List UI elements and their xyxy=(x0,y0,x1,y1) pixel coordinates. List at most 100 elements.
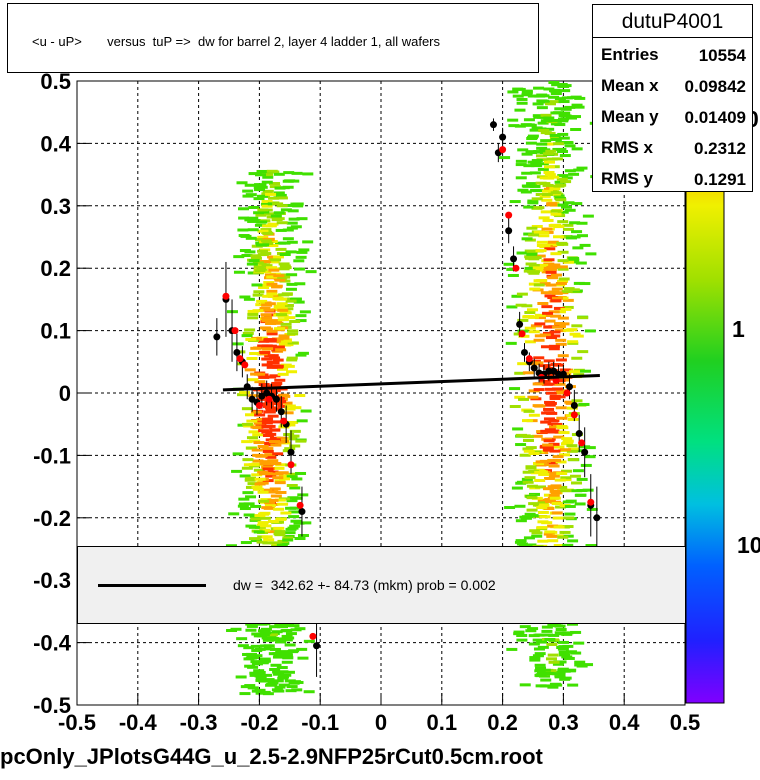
density-cell xyxy=(550,273,562,277)
stat-row-rms-x: RMS x 0.2312 xyxy=(593,132,752,163)
data-point-black xyxy=(565,383,573,391)
density-cell xyxy=(559,453,571,457)
density-cell xyxy=(257,249,269,253)
density-cell xyxy=(286,499,298,503)
density-cell xyxy=(553,544,565,548)
density-cell xyxy=(516,101,528,105)
density-cell xyxy=(564,504,576,508)
density-cell xyxy=(254,380,266,384)
density-cell xyxy=(235,675,247,679)
density-cell xyxy=(244,183,256,187)
density-cell xyxy=(515,176,527,180)
density-cell xyxy=(287,329,299,333)
density-cell xyxy=(262,467,274,471)
density-cell xyxy=(536,506,548,510)
density-cell xyxy=(557,119,569,123)
density-cell xyxy=(297,656,309,660)
density-cell xyxy=(261,200,273,204)
density-cell xyxy=(508,124,520,128)
density-cell xyxy=(545,669,557,673)
density-cell xyxy=(549,133,561,137)
y-tick-label: 0.2 xyxy=(40,256,71,281)
density-cell xyxy=(555,281,567,285)
density-cell xyxy=(255,691,267,695)
density-cell xyxy=(545,657,557,661)
density-cell xyxy=(565,650,577,654)
density-cell xyxy=(261,535,273,539)
density-cell xyxy=(524,476,536,480)
density-cell xyxy=(267,294,279,298)
density-cell xyxy=(564,669,576,673)
density-cell xyxy=(300,409,312,413)
density-cell xyxy=(527,199,539,203)
data-point-red xyxy=(296,501,304,509)
density-cell xyxy=(528,642,540,646)
axis-ticks: -0.5 -0.4 -0.3 -0.2 -0.1 0 0.1 0.2 0.3 0.4 0.5 -0.5… xyxy=(33,69,700,735)
density-cell xyxy=(550,314,562,318)
density-cell xyxy=(259,657,271,661)
density-cell xyxy=(526,137,538,141)
density-cell xyxy=(292,204,304,208)
density-cell xyxy=(260,313,272,317)
x-tick-label: -0.5 xyxy=(58,710,96,735)
density-cell xyxy=(269,436,281,440)
density-cell xyxy=(248,394,260,398)
density-cell xyxy=(529,658,541,662)
density-cell xyxy=(291,688,303,692)
density-cell xyxy=(251,649,263,653)
data-point-red xyxy=(222,292,230,300)
data-point-black xyxy=(575,430,583,438)
density-cell xyxy=(272,655,284,659)
density-cell xyxy=(245,413,257,417)
density-cell xyxy=(257,490,269,494)
density-cell xyxy=(266,365,278,369)
density-cell xyxy=(286,437,298,441)
y-tick-label: 0.4 xyxy=(40,131,71,156)
density-cell xyxy=(254,514,266,518)
density-cell xyxy=(544,403,556,407)
y-tick-label: -0.2 xyxy=(33,506,71,531)
density-cell xyxy=(547,377,559,381)
density-cell xyxy=(248,525,260,529)
density-cell xyxy=(267,519,279,523)
density-cell xyxy=(288,510,300,514)
density-cell xyxy=(543,262,555,266)
density-cell xyxy=(267,459,279,463)
density-cell xyxy=(557,296,569,300)
density-cell xyxy=(571,489,583,493)
density-cell xyxy=(531,434,543,438)
density-cell xyxy=(251,336,263,340)
density-cell xyxy=(536,279,548,283)
density-cell xyxy=(287,332,299,336)
density-cell xyxy=(262,347,274,351)
density-cell xyxy=(507,90,519,94)
density-cell xyxy=(268,260,280,264)
data-point-red xyxy=(587,498,595,506)
density-cell xyxy=(539,459,551,463)
density-cell xyxy=(243,424,255,428)
density-cell xyxy=(245,495,257,499)
data-point-black xyxy=(520,348,528,356)
density-cell xyxy=(261,316,273,320)
density-cell xyxy=(574,449,586,453)
density-cell xyxy=(533,468,545,472)
density-cell xyxy=(550,484,562,488)
density-cell xyxy=(273,274,285,278)
density-cell xyxy=(557,267,569,271)
density-cell xyxy=(256,336,268,340)
density-cell xyxy=(247,482,259,486)
density-cell xyxy=(244,218,256,222)
density-cell xyxy=(268,400,280,404)
density-cell xyxy=(524,326,536,330)
density-cell xyxy=(279,477,291,481)
fit-line-group xyxy=(222,374,600,392)
density-cell xyxy=(277,471,289,475)
density-cell xyxy=(527,201,539,205)
density-cell xyxy=(274,278,286,282)
density-cell xyxy=(540,345,552,349)
density-cell xyxy=(537,510,549,514)
density-cell xyxy=(552,516,564,520)
density-cell xyxy=(256,417,268,421)
density-cell xyxy=(282,303,294,307)
